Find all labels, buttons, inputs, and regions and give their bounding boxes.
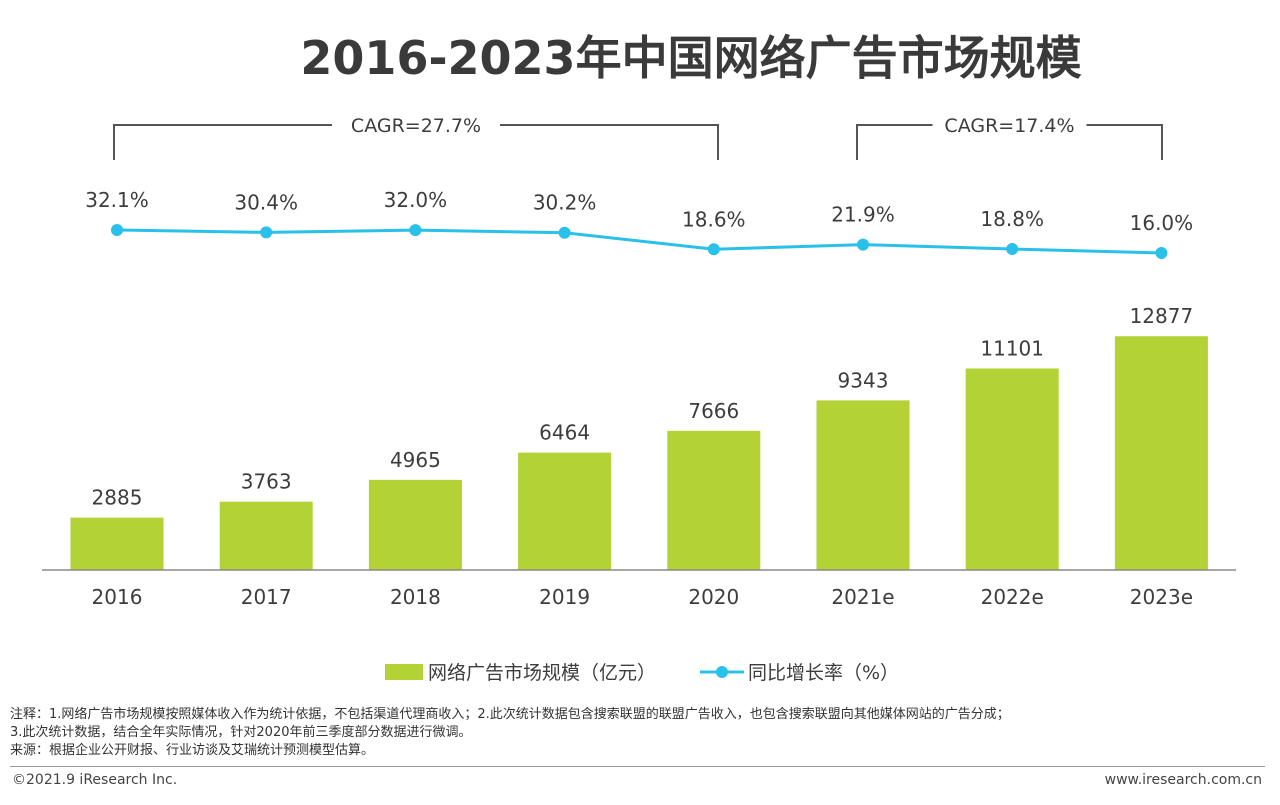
bar-2018	[368, 479, 462, 570]
x-axis-ticks: 2016 2017 2018 2019 2020 2021e 2022e 2023e	[92, 585, 1193, 609]
bar-label-2017: 3763	[241, 470, 292, 494]
growth-label-2020: 18.6%	[682, 207, 746, 231]
cagr-label-2: CAGR=17.4%	[944, 115, 1074, 137]
bar-label-2022e: 11101	[980, 336, 1044, 360]
legend-label-bar: 网络广告市场规模（亿元）	[428, 662, 656, 684]
growth-point-2020	[707, 243, 720, 256]
x-tick-2016: 2016	[92, 585, 143, 609]
footnotes: 注释：1.网络广告市场规模按照媒体收入作为统计依据，不包括渠道代理商收入；2.此…	[10, 706, 1010, 760]
x-tick-2023e: 2023e	[1130, 585, 1193, 609]
bar-label-2016: 2885	[92, 486, 143, 510]
note-line-1: 注释：1.网络广告市场规模按照媒体收入作为统计依据，不包括渠道代理商收入；2.此…	[10, 707, 1010, 722]
cagr-bracket-2	[856, 124, 1163, 160]
chart: CAGR=27.7% CAGR=17.4% 32.1% 30.4% 32.0% 30.2…	[42, 115, 1236, 684]
growth-point-2016	[111, 224, 123, 236]
bar-label-2021e: 9343	[838, 368, 889, 392]
x-tick-2018: 2018	[390, 585, 441, 609]
legend: 网络广告市场规模（亿元） 同比增长率（%）	[385, 662, 899, 684]
growth-point-2021e	[857, 238, 869, 251]
x-tick-2022e: 2022e	[981, 585, 1044, 609]
bar-label-2018: 4965	[390, 448, 441, 472]
bar-label-2023e: 12877	[1130, 304, 1194, 328]
bar-2021e	[816, 400, 910, 570]
growth-label-2017: 30.4%	[234, 190, 298, 214]
x-tick-2019: 2019	[539, 585, 590, 609]
growth-label-2023e: 16.0%	[1130, 211, 1194, 235]
bar-label-2020: 7666	[688, 399, 739, 423]
growth-point-2023e	[1155, 247, 1168, 259]
bar-label-2019: 6464	[539, 421, 590, 445]
bar-2017	[219, 501, 313, 570]
market-size-bars: 2885 3763 4965 6464 7666 9343 11101 12877	[70, 304, 1208, 570]
growth-rate-line: 32.1% 30.4% 32.0% 30.2% 18.6% 21.9% 18.8% 16.0%	[85, 188, 1193, 259]
cagr-label-1: CAGR=27.7%	[351, 115, 481, 137]
bar-2019	[518, 452, 612, 570]
growth-label-2016: 32.1%	[85, 188, 149, 212]
bar-2022e	[965, 368, 1059, 570]
x-tick-2021e: 2021e	[831, 585, 894, 609]
growth-line-path	[116, 228, 1162, 255]
legend-label-line: 同比增长率（%）	[748, 662, 899, 684]
cagr-bracket-1	[113, 124, 719, 160]
legend-swatch-bar	[385, 664, 423, 680]
growth-point-2019	[558, 226, 571, 239]
footer-divider	[10, 766, 1265, 767]
note-line-2: 3.此次统计数据，结合全年实际情况，针对2020年前三季度部分数据进行微调。	[10, 725, 472, 740]
bar-2016	[70, 517, 164, 570]
growth-label-2021e: 21.9%	[831, 203, 895, 227]
source-line: 来源：根据企业公开财报、行业访谈及艾瑞统计预测模型估算。	[10, 743, 375, 758]
growth-point-2022e	[1006, 243, 1019, 255]
legend-swatch-dot	[716, 666, 728, 678]
chart-title: 2016-2023年中国网络广告市场规模	[300, 31, 1082, 85]
growth-label-2019: 30.2%	[533, 191, 597, 215]
growth-label-2018: 32.0%	[384, 188, 448, 212]
growth-point-2018	[409, 224, 422, 237]
bar-2023e	[1114, 336, 1208, 570]
website-url: www.iresearch.com.cn	[1104, 772, 1262, 788]
x-tick-2020: 2020	[688, 585, 739, 609]
growth-point-2017	[260, 226, 273, 239]
cagr-brackets: CAGR=27.7% CAGR=17.4%	[113, 115, 1163, 160]
x-tick-2017: 2017	[241, 585, 292, 609]
bar-2020	[667, 430, 761, 570]
copyright: ©2021.9 iResearch Inc.	[12, 772, 178, 788]
growth-label-2022e: 18.8%	[980, 207, 1044, 231]
